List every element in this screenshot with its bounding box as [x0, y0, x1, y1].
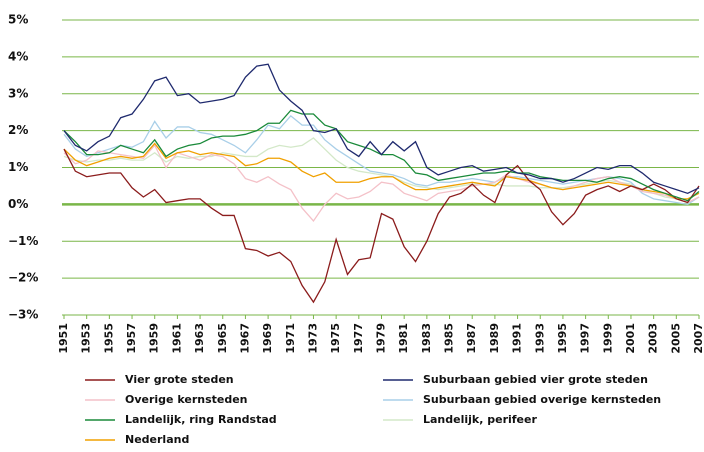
x-tick-label: 1951 — [57, 323, 70, 354]
x-tick-label: 1991 — [511, 323, 524, 354]
x-tick-label: 2001 — [624, 323, 637, 354]
x-tick-label: 1981 — [397, 323, 410, 354]
legend-label: Overige kernsteden — [125, 393, 248, 406]
x-tick-label: 1963 — [193, 323, 206, 354]
x-tick-label: 1961 — [170, 323, 183, 354]
y-tick-label: 0% — [8, 197, 28, 211]
x-tick-label: 1969 — [261, 323, 274, 354]
y-tick-label: 1% — [8, 160, 28, 174]
legend-label: Landelijk, ring Randstad — [125, 413, 277, 426]
x-tick-label: 1977 — [352, 323, 365, 354]
legend-label: Suburbaan gebied vier grote steden — [423, 373, 648, 386]
x-tick-label: 1957 — [125, 323, 138, 354]
x-tick-label: 2003 — [647, 323, 660, 354]
y-tick-label: −1% — [8, 234, 38, 248]
x-tick-label: 1967 — [238, 323, 251, 354]
x-tick-label: 1979 — [375, 323, 388, 354]
y-tick-label: −2% — [8, 271, 38, 285]
x-tick-label: 2007 — [692, 323, 704, 354]
x-tick-label: 1993 — [533, 323, 546, 354]
x-tick-label: 1973 — [306, 323, 319, 354]
legend-label: Suburbaan gebied overige kernsteden — [423, 393, 661, 406]
series-line — [63, 144, 700, 223]
legend-label: Vier grote steden — [125, 373, 234, 386]
series-line — [63, 114, 700, 206]
y-tick-label: 5% — [8, 13, 28, 27]
x-tick-label: 1995 — [556, 323, 569, 354]
x-tick-label: 1997 — [579, 323, 592, 354]
y-tick-label: −3% — [8, 308, 38, 322]
series-line — [63, 142, 700, 200]
y-tick-label: 4% — [8, 49, 28, 63]
x-tick-label: 1953 — [80, 323, 93, 354]
x-tick-label: 1985 — [443, 323, 456, 354]
x-tick-label: 1965 — [216, 323, 229, 354]
x-tick-label: 1987 — [465, 323, 478, 354]
x-tick-label: 1955 — [102, 323, 115, 354]
y-tick-label: 3% — [8, 86, 28, 100]
x-tick-label: 1989 — [488, 323, 501, 354]
x-tick-label: 1975 — [329, 323, 342, 354]
series-line — [63, 148, 700, 304]
x-tick-label: 1999 — [601, 323, 614, 354]
x-tick-label: 1971 — [284, 323, 297, 354]
legend-label: Landelijk, perifeer — [423, 413, 537, 426]
x-tick-label: 1983 — [420, 323, 433, 354]
legend-label: Nederland — [125, 433, 189, 446]
series-line — [63, 63, 700, 195]
x-tick-label: 2005 — [669, 323, 682, 354]
series-line — [63, 137, 700, 204]
x-tick-label: 1959 — [148, 323, 161, 354]
y-tick-label: 2% — [8, 123, 28, 137]
